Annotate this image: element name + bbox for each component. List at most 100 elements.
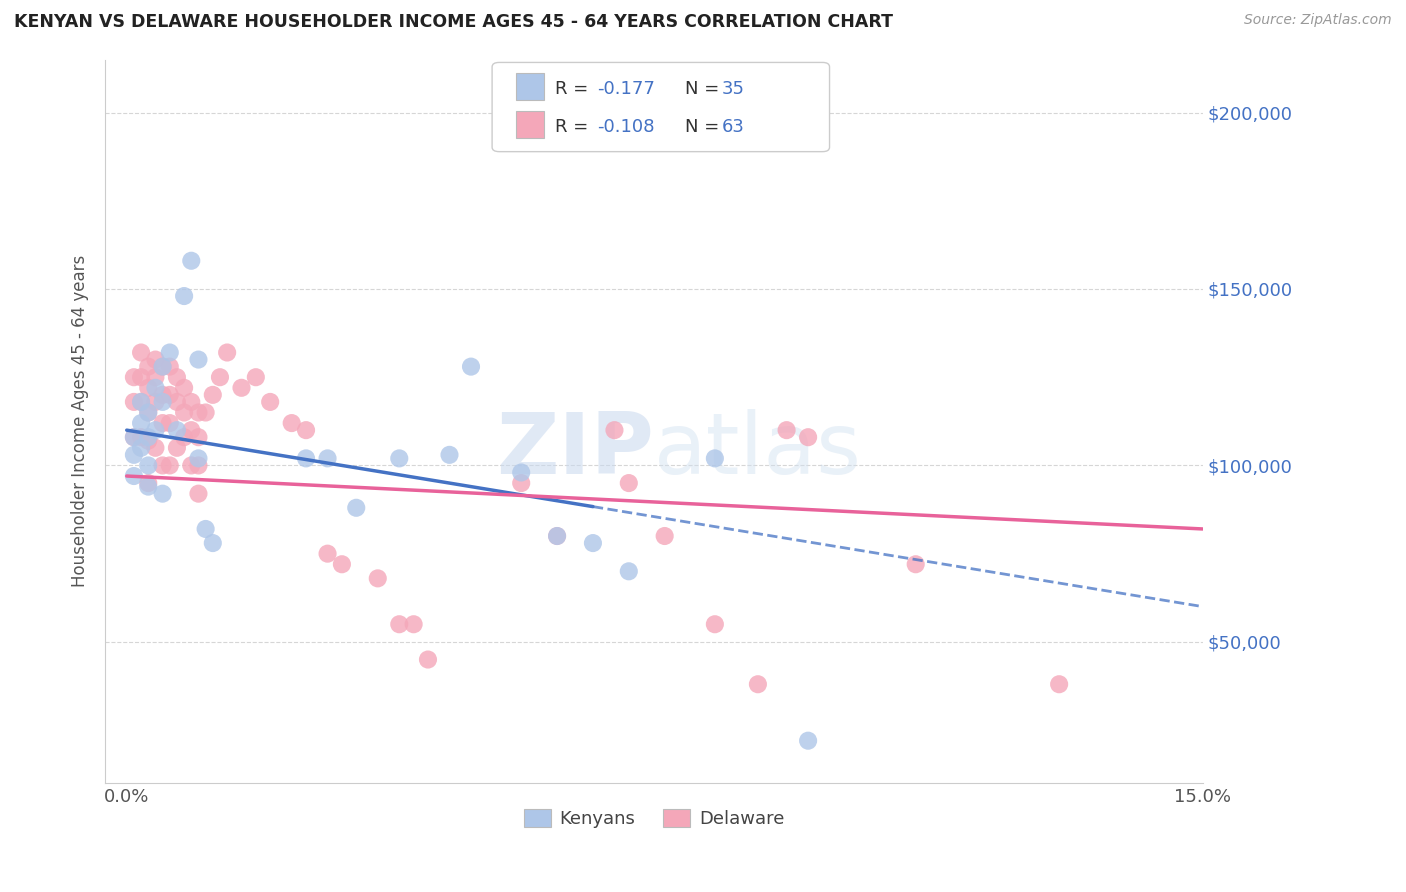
Point [136,476,159,491]
Point [145,423,167,437]
Point [152,395,174,409]
Point [187,430,209,444]
Point [316,547,339,561]
Point [173,381,195,395]
Point [217,345,239,359]
Point [201,388,224,402]
Point [439,448,461,462]
Point [388,617,411,632]
Point [187,486,209,500]
Point [159,388,181,402]
Point [145,381,167,395]
Point [344,500,367,515]
Text: R =: R = [555,118,595,136]
Point [775,423,797,437]
Text: -0.108: -0.108 [598,118,655,136]
Text: Source: ZipAtlas.com: Source: ZipAtlas.com [1244,13,1392,28]
Point [603,423,626,437]
Point [159,345,181,359]
Point [231,381,253,395]
Point [904,558,927,572]
Point [617,476,640,491]
Text: N =: N = [685,118,724,136]
Y-axis label: Householder Income Ages 45 - 64 years: Householder Income Ages 45 - 64 years [72,255,89,588]
Point [330,558,353,572]
Point [388,451,411,466]
Point [194,522,217,536]
Point [703,617,725,632]
Point [136,381,159,395]
Point [546,529,568,543]
Point [180,395,202,409]
Point [129,441,152,455]
Point [122,430,145,444]
Point [295,423,318,437]
Point [416,652,439,666]
Point [129,345,152,359]
Point [245,370,267,384]
Point [159,458,181,473]
Point [187,451,209,466]
Point [173,405,195,419]
Point [122,370,145,384]
Text: KENYAN VS DELAWARE HOUSEHOLDER INCOME AGES 45 - 64 YEARS CORRELATION CHART: KENYAN VS DELAWARE HOUSEHOLDER INCOME AG… [14,13,893,31]
Text: -0.177: -0.177 [598,80,655,98]
Point [703,451,725,466]
Point [145,352,167,367]
Point [166,441,188,455]
Point [280,416,302,430]
Point [136,405,159,419]
Point [180,253,202,268]
Point [152,359,174,374]
Point [122,430,145,444]
Point [797,733,820,747]
Point [136,434,159,448]
Point [129,395,152,409]
Point [208,370,231,384]
Point [129,430,152,444]
Point [402,617,425,632]
Legend: Kenyans, Delaware: Kenyans, Delaware [516,802,792,836]
Text: 63: 63 [721,118,744,136]
Point [152,416,174,430]
Point [152,486,174,500]
Point [180,458,202,473]
Point [747,677,769,691]
Point [122,448,145,462]
Point [136,359,159,374]
Point [166,423,188,437]
Point [510,466,533,480]
Text: 35: 35 [721,80,744,98]
Point [201,536,224,550]
Point [316,451,339,466]
Point [187,405,209,419]
Point [654,529,676,543]
Point [546,529,568,543]
Text: atlas: atlas [654,409,862,491]
Point [1047,677,1070,691]
Point [166,370,188,384]
Point [367,571,389,585]
Point [194,405,217,419]
Point [129,416,152,430]
Point [166,395,188,409]
Point [617,564,640,578]
Point [460,359,482,374]
Point [129,370,152,384]
Point [136,405,159,419]
Point [259,395,281,409]
Point [122,395,145,409]
Point [159,359,181,374]
Point [136,480,159,494]
Text: N =: N = [685,80,724,98]
Point [582,536,605,550]
Point [187,458,209,473]
Point [145,370,167,384]
Point [136,430,159,444]
Point [159,416,181,430]
Point [295,451,318,466]
Text: R =: R = [555,80,595,98]
Point [152,388,174,402]
Point [797,430,820,444]
Point [136,458,159,473]
